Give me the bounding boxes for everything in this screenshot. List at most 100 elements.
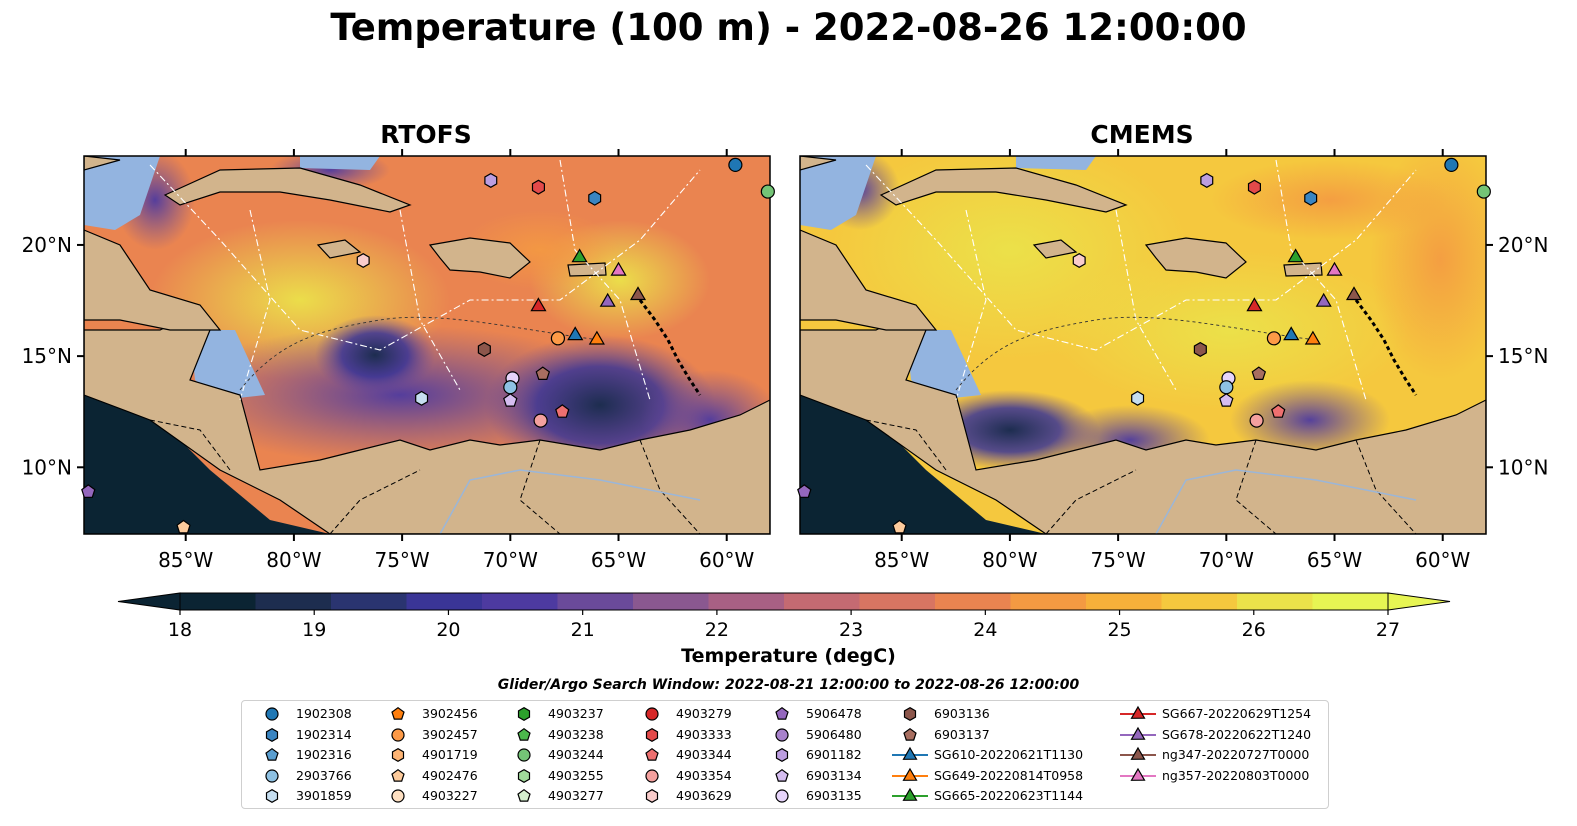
colorbar-tick-label: 27	[1376, 619, 1400, 640]
country-borders	[865, 419, 1417, 534]
land-hispaniola	[428, 237, 531, 279]
observation-marker-SG665-20220623T1144	[1287, 248, 1304, 263]
legend-label: 2903766	[296, 767, 352, 783]
x-tick-label: 60°W	[699, 548, 754, 572]
legend-label: 1902314	[296, 726, 352, 742]
legend-label: 1902308	[296, 706, 352, 721]
observation-marker-4903629	[356, 253, 370, 268]
figure-title: Temperature (100 m) - 2022-08-26 12:00:0…	[330, 6, 1247, 49]
observation-marker-5906478	[81, 484, 96, 498]
colorbar-segment	[1010, 593, 1087, 610]
legend-marker	[775, 748, 789, 762]
observation-marker-SG649-20220814T0958	[1304, 330, 1321, 345]
colorbar-tick-label: 19	[302, 619, 326, 640]
legend-marker-icon	[775, 768, 789, 782]
legend-label: SG665-20220623T1144	[934, 788, 1084, 803]
legend-marker	[645, 747, 659, 761]
observation-marker-4903629	[1072, 253, 1086, 268]
legend-marker-icon	[391, 706, 405, 720]
legend-marker-icon	[1120, 705, 1156, 719]
legend-marker-icon	[903, 727, 917, 741]
shelf-area	[84, 156, 160, 230]
colorbar-segment	[331, 593, 407, 610]
land-puerto-rico	[567, 262, 607, 277]
observation-marker-SG667-20220629T1254	[530, 297, 547, 312]
panel-title-rtofs: RTOFS	[380, 120, 472, 149]
legend-marker-icon	[391, 768, 405, 782]
x-tick-label: 60°W	[1415, 548, 1470, 572]
legend-label: 4903333	[676, 726, 732, 742]
cmems-frame	[799, 155, 1487, 535]
legend-marker-icon	[645, 768, 659, 783]
legend-marker	[517, 768, 531, 783]
colorbar-tick-label: 25	[1107, 619, 1131, 640]
observation-marker-3902457	[550, 331, 566, 346]
legend-marker	[265, 747, 279, 761]
legend-marker-icon	[391, 789, 405, 803]
observation-marker-4903333	[531, 179, 546, 195]
land-cuba	[879, 167, 1128, 213]
y-tick-label: 20°N	[1498, 233, 1548, 257]
observation-marker-6903137	[535, 366, 551, 380]
observation-marker-6903134	[1219, 393, 1234, 407]
observation-marker-SG665-20220623T1144	[571, 248, 588, 263]
land-central-south-america	[84, 309, 770, 534]
rtofs-pacific	[84, 395, 330, 534]
depth-contour	[955, 316, 1317, 391]
legend-marker-icon	[517, 768, 531, 783]
legend-marker	[517, 788, 531, 802]
legend-marker	[517, 707, 531, 721]
legend-label: 4903237	[548, 706, 604, 721]
land-florida	[800, 156, 837, 171]
land-florida	[84, 156, 121, 171]
legend-marker-icon	[265, 789, 279, 803]
colorbar-frame	[179, 592, 1389, 611]
legend-marker-icon	[892, 787, 928, 801]
shelf-area	[906, 330, 981, 400]
legend-marker	[775, 706, 789, 720]
legend-label: SG667-20220629T1254	[1162, 706, 1312, 721]
x-tick-label: 65°W	[591, 548, 646, 572]
observation-marker-5906478	[797, 484, 812, 498]
land-hispaniola	[1144, 237, 1247, 279]
legend-marker-icon	[391, 748, 405, 762]
country-borders	[149, 419, 701, 534]
legend-marker	[903, 727, 917, 741]
land-central-south-america	[800, 309, 1486, 534]
colorbar-segment	[406, 593, 483, 610]
y-tick-label: 15°N	[1498, 344, 1548, 368]
observation-marker-SG678-20220622T1240	[599, 292, 616, 307]
legend-marker	[902, 767, 918, 781]
legend-marker	[645, 768, 659, 783]
legend-marker-icon	[265, 727, 279, 742]
legend-label: ng357-20220803T0000	[1162, 767, 1310, 783]
colorbar-tick-label: 24	[973, 619, 997, 640]
legend-label: 6903135	[806, 788, 862, 803]
legend-marker	[391, 706, 405, 720]
legend-marker	[903, 707, 917, 721]
eez-boundaries	[955, 159, 1367, 401]
search-window-caption: Glider/Argo Search Window: 2022-08-21 12…	[497, 677, 1080, 693]
legend-marker-icon	[517, 788, 531, 802]
legend: 1902308 1902314 1902316 2903766 3901859 39024…	[241, 700, 1329, 809]
cmems-cold-patch	[1230, 380, 1390, 460]
legend-label: 6903136	[934, 706, 990, 721]
colorbar-tick-label: 26	[1242, 619, 1266, 640]
legend-label: 3901859	[296, 788, 352, 803]
legend-marker	[1130, 705, 1146, 719]
colorbar-segment	[557, 593, 634, 610]
colorbar-tick-label: 23	[839, 619, 863, 640]
observation-marker-1902308	[1444, 157, 1459, 172]
colorbar-segment	[1086, 593, 1162, 610]
legend-label: 3902456	[422, 706, 478, 721]
river	[439, 469, 701, 534]
legend-marker	[391, 789, 405, 803]
colorbar-tick-label: 21	[571, 619, 595, 640]
cmems-observations	[797, 157, 1491, 534]
rtofs-frame	[83, 155, 771, 535]
legend-label: 6903137	[934, 726, 990, 742]
rtofs-field	[84, 156, 770, 534]
colorbar-tick-label: 22	[705, 619, 729, 640]
observation-marker-3901859	[1131, 390, 1145, 406]
colorbar: 18 19 20 21 22 23 24 25 26 27	[117, 592, 1451, 640]
